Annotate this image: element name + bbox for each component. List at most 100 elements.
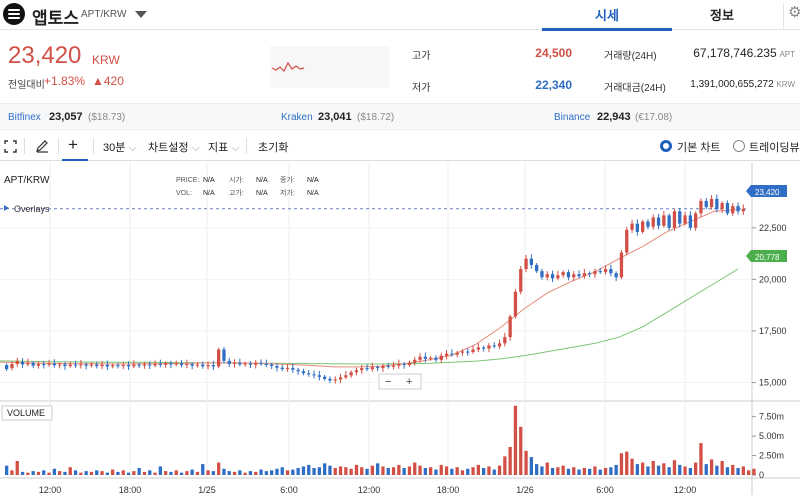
crosshair-icon[interactable]: + bbox=[68, 135, 78, 154]
candle-body bbox=[15, 360, 19, 364]
volume-bar bbox=[550, 468, 555, 475]
candle-body bbox=[402, 363, 406, 366]
current-price: 23,420 bbox=[8, 42, 82, 69]
volume-bar bbox=[413, 462, 417, 475]
volume-bar bbox=[36, 471, 41, 475]
tab-info[interactable]: 정보 bbox=[710, 8, 734, 23]
volume-bar bbox=[349, 468, 353, 475]
y-tick-label: 20,000 bbox=[759, 274, 787, 284]
volume-bar bbox=[694, 462, 698, 475]
chart-settings-dropdown[interactable]: 차트설정 ⌵ bbox=[148, 142, 200, 154]
candle-body bbox=[444, 353, 449, 356]
tab-market-price[interactable]: 시세 bbox=[595, 8, 619, 23]
volume-bar bbox=[232, 471, 237, 475]
candle-body bbox=[460, 351, 465, 353]
volume-bar bbox=[688, 468, 692, 475]
tradingview-radio[interactable] bbox=[733, 140, 745, 152]
candle-body bbox=[672, 211, 677, 228]
candle-body bbox=[142, 364, 147, 366]
volume-bar bbox=[609, 467, 613, 475]
candle-body bbox=[296, 369, 300, 372]
low-label: 저가 bbox=[412, 83, 431, 94]
interval-dropdown[interactable]: 30분 ⌵ bbox=[103, 142, 137, 154]
candle-body bbox=[153, 363, 157, 366]
info-open-value: N/A bbox=[256, 177, 268, 184]
exchange-name[interactable]: Bitfinex bbox=[8, 112, 41, 123]
basic-chart-label[interactable]: 기본 차트 bbox=[677, 142, 721, 154]
volume-bar bbox=[169, 471, 173, 475]
candle-body bbox=[52, 363, 56, 366]
candle-body bbox=[503, 337, 507, 344]
candle-body bbox=[100, 364, 104, 367]
exchange-name[interactable]: Binance bbox=[554, 112, 591, 123]
exchange-prices-row: Bitfinex 23,057 ($18.73) Kraken 23,041 (… bbox=[0, 103, 800, 130]
volume-bar bbox=[270, 470, 274, 475]
ma-long-label: 20,778 bbox=[755, 253, 780, 262]
volume-bar bbox=[593, 466, 597, 475]
candle-body bbox=[195, 364, 200, 366]
candle-body bbox=[227, 360, 231, 364]
candle-body bbox=[116, 365, 120, 367]
volume-bar bbox=[63, 471, 67, 475]
volume-bar bbox=[619, 453, 624, 475]
zoom-out-button[interactable]: − bbox=[385, 376, 391, 388]
volume-bar bbox=[535, 464, 539, 475]
candle-body bbox=[217, 349, 221, 367]
candle-body bbox=[376, 367, 380, 369]
fullscreen-icon[interactable] bbox=[4, 140, 17, 153]
zoom-in-button[interactable]: + bbox=[406, 376, 412, 388]
ma-long-tag: 20,778 bbox=[746, 250, 787, 262]
candle-body bbox=[741, 208, 745, 212]
volume-bar bbox=[508, 447, 512, 475]
reset-button[interactable]: 초기화 bbox=[258, 142, 289, 154]
candlestick-chart[interactable]: 12:00 18:00 1/25 6:00 12:00 18:00 1/26 6:00 12:0… bbox=[0, 162, 800, 495]
candle-body bbox=[243, 363, 247, 365]
x-tick-label: 6:00 bbox=[280, 485, 298, 495]
volume-bar bbox=[275, 468, 279, 475]
x-tick-label: 12:00 bbox=[39, 485, 62, 495]
chevron-down-icon[interactable] bbox=[135, 11, 147, 18]
candle-body bbox=[619, 252, 624, 278]
candle-body bbox=[338, 377, 343, 380]
volume-bar bbox=[460, 470, 465, 475]
crosshair-active-indicator bbox=[62, 159, 88, 161]
overlays-toggle[interactable]: Overlays bbox=[14, 204, 50, 214]
candle-body bbox=[683, 215, 687, 224]
candle-body bbox=[598, 271, 602, 273]
indicator-dropdown[interactable]: 지표 ⌵ bbox=[208, 142, 240, 154]
chart-symbol: APT/KRW bbox=[4, 175, 50, 186]
volume-bar bbox=[476, 464, 480, 475]
volume-bar bbox=[434, 469, 438, 475]
info-close-value: N/A bbox=[307, 177, 319, 184]
volume-bar bbox=[68, 467, 72, 475]
chevron-down-icon: ⌵ bbox=[128, 142, 137, 154]
volume-bar bbox=[566, 468, 571, 475]
volume-tick-label: 0 bbox=[759, 470, 764, 480]
volume-bar bbox=[391, 467, 396, 475]
basic-chart-radio[interactable] bbox=[660, 140, 672, 152]
candle-body bbox=[89, 364, 94, 366]
volume-bar bbox=[211, 471, 215, 475]
exchange-name[interactable]: Kraken bbox=[281, 112, 313, 123]
tradingview-label[interactable]: 트레이딩뷰 bbox=[749, 142, 800, 154]
volume-bar bbox=[52, 468, 56, 475]
expand-triangle-icon[interactable] bbox=[4, 205, 9, 211]
candle-body bbox=[259, 363, 263, 365]
chart-toolbar: + 30분 ⌵ 차트설정 ⌵ 지표 ⌵ 초기화 기본 차트 트레이딩뷰 bbox=[0, 131, 800, 161]
x-tick-label: 1/26 bbox=[516, 485, 534, 495]
candle-body bbox=[179, 363, 184, 366]
draw-pencil-icon[interactable] bbox=[35, 139, 49, 153]
volume-bar bbox=[439, 464, 443, 475]
volume-bar bbox=[646, 466, 650, 475]
candle-body bbox=[572, 274, 576, 278]
candle-body bbox=[349, 372, 353, 376]
volume-bar bbox=[450, 468, 454, 475]
candle-body bbox=[566, 272, 571, 278]
info-open-label: 시가: bbox=[229, 175, 244, 184]
candle-body bbox=[704, 200, 708, 208]
volume-bar bbox=[317, 467, 321, 475]
candle-body bbox=[407, 362, 412, 366]
volume-title: VOLUME bbox=[7, 408, 45, 418]
gear-icon[interactable]: ⚙ bbox=[783, 3, 800, 29]
candle-body bbox=[95, 364, 99, 367]
